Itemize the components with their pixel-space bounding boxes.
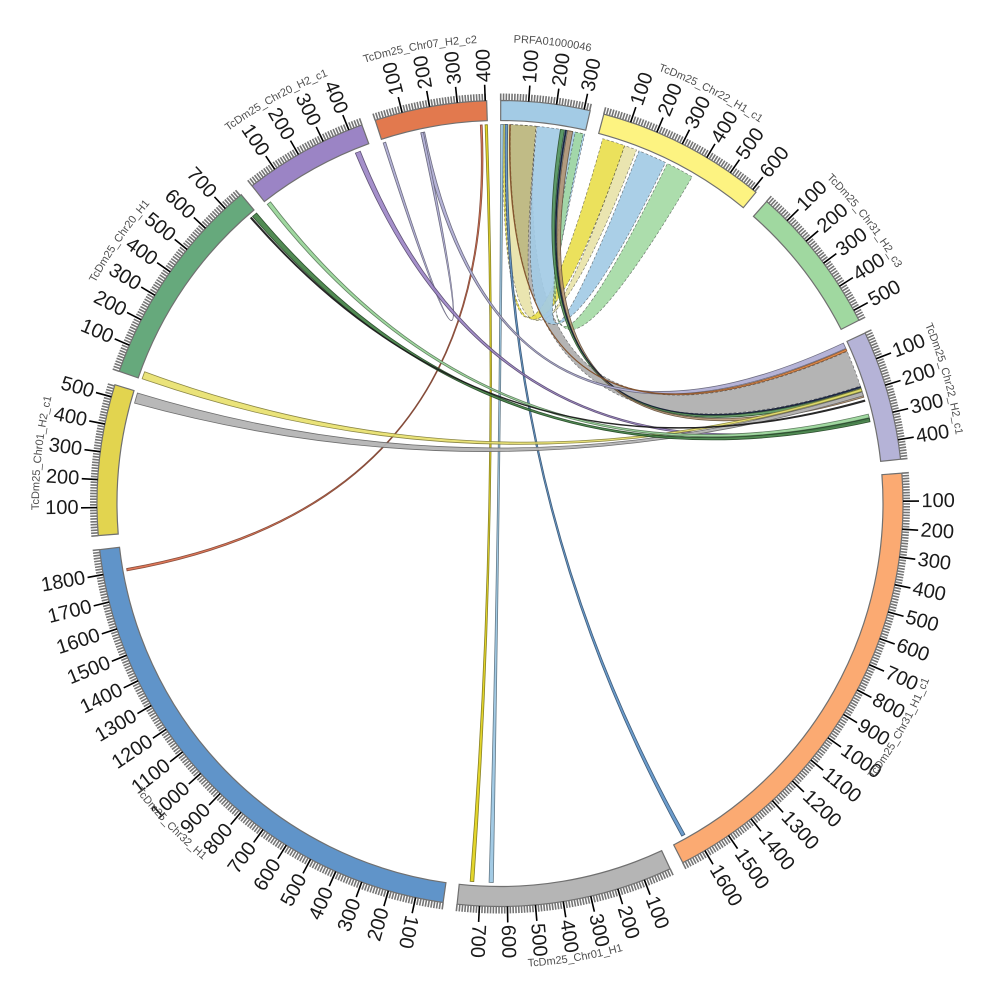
svg-text:200: 200 <box>920 519 955 543</box>
svg-text:600: 600 <box>497 925 520 959</box>
svg-text:100: 100 <box>519 49 543 84</box>
svg-text:300: 300 <box>47 434 83 460</box>
svg-text:400: 400 <box>472 49 495 83</box>
svg-text:500: 500 <box>526 922 551 957</box>
svg-text:400: 400 <box>555 918 582 954</box>
svg-text:200: 200 <box>548 52 574 88</box>
svg-text:100: 100 <box>45 497 79 519</box>
svg-text:200: 200 <box>45 466 80 490</box>
svg-text:300: 300 <box>916 549 952 575</box>
svg-text:300: 300 <box>441 50 466 86</box>
svg-text:100: 100 <box>921 490 955 512</box>
svg-text:400: 400 <box>914 421 950 448</box>
svg-text:700: 700 <box>466 924 490 958</box>
